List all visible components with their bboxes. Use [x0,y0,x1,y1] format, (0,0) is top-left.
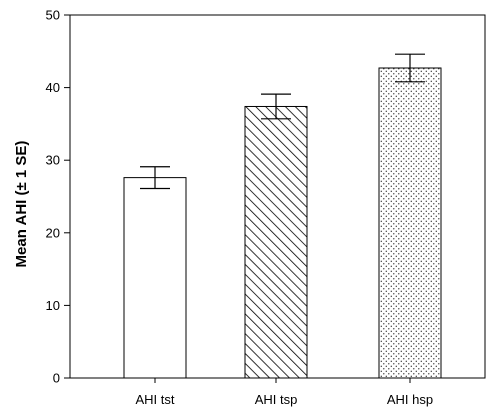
error-bar [395,53,425,83]
bar-ahi-tst [123,177,187,379]
bar-ahi-hsp [378,67,442,379]
x-tick-label: AHI tst [135,392,174,407]
error-bars [140,53,425,190]
y-tick-label: 20 [46,225,60,240]
y-tick-label: 50 [46,8,60,23]
y-tick-label: 30 [46,153,60,168]
bar-ahi-tsp [244,105,308,379]
y-axis-label: Mean AHI (± 1 SE) [13,141,30,268]
error-bar [140,166,170,190]
y-axis-ticks: 0 10 20 30 40 50 [46,8,70,386]
x-tick-label: AHI tsp [255,392,298,407]
bars [123,67,442,379]
plot-frame [69,14,486,379]
y-tick-label: 40 [46,80,60,95]
x-axis-tick-labels: AHI tst AHI tsp AHI hsp [135,378,433,407]
error-bar [261,93,291,120]
y-tick-label: 0 [53,371,60,386]
x-tick-label: AHI hsp [387,392,433,407]
y-tick-label: 10 [46,298,60,313]
